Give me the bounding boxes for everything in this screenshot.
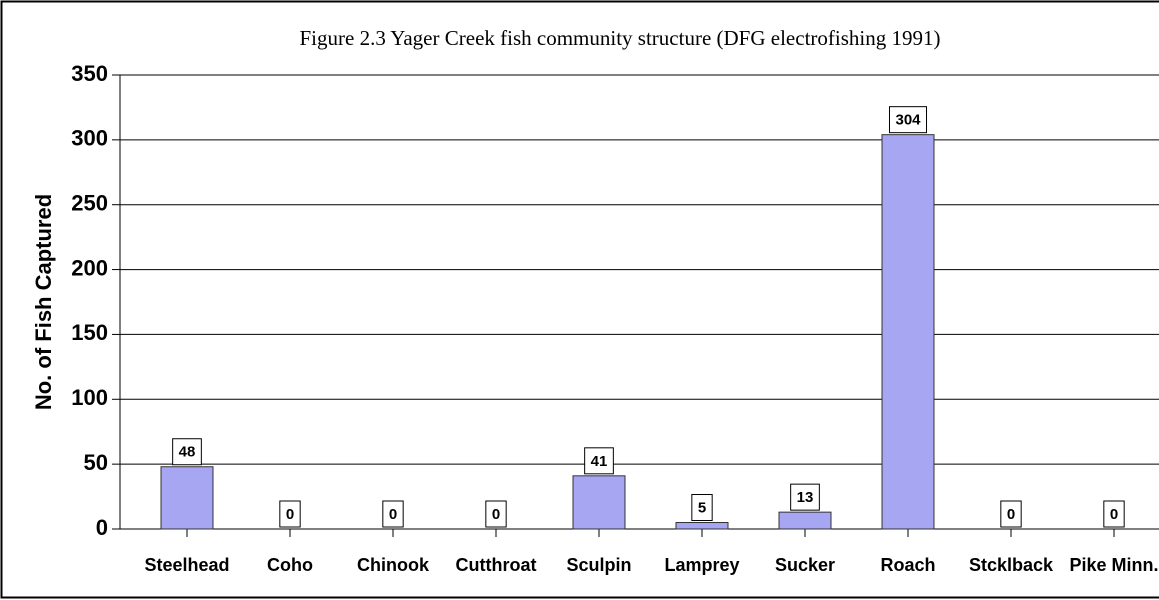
x-tick-label: Pike Minn.	[1069, 555, 1158, 575]
x-tick-label: Roach	[880, 555, 935, 575]
bar	[675, 522, 729, 530]
x-tick-label: Steelhead	[144, 555, 229, 575]
y-tick-label: 0	[96, 515, 108, 540]
x-tick-label: Stcklback	[969, 555, 1054, 575]
value-label-box	[790, 483, 820, 511]
y-tick-label: 250	[71, 191, 108, 216]
y-tick-label: 100	[71, 385, 108, 410]
bar	[778, 511, 832, 530]
value-label-box	[1000, 500, 1022, 528]
y-tick-label: 200	[71, 255, 108, 280]
x-tick-label: Cutthroat	[456, 555, 537, 575]
chart-title: Figure 2.3 Yager Creek fish community st…	[300, 26, 941, 50]
value-label: 13	[797, 489, 814, 506]
x-tick-label: Sculpin	[566, 555, 631, 575]
y-axis-label: No. of Fish Captured	[31, 194, 56, 410]
value-label: 0	[492, 506, 500, 523]
value-label-box	[888, 106, 928, 134]
bar	[572, 475, 626, 530]
value-label-box	[172, 438, 202, 466]
x-tick-label: Chinook	[357, 555, 430, 575]
bar	[881, 134, 935, 530]
bar	[160, 466, 214, 530]
value-label: 0	[1007, 506, 1015, 523]
value-label-box	[382, 500, 404, 528]
value-label-box	[279, 500, 301, 528]
value-label: 5	[698, 499, 706, 516]
value-label-box	[1103, 500, 1125, 528]
value-label: 48	[179, 444, 196, 461]
y-tick-label: 150	[71, 320, 108, 345]
y-tick-label: 50	[84, 450, 108, 475]
x-tick-label: Coho	[267, 555, 313, 575]
y-tick-label: 350	[71, 61, 108, 86]
value-label-box	[584, 447, 614, 475]
value-label-box	[691, 494, 713, 522]
value-label: 0	[389, 506, 397, 523]
value-label-box	[485, 500, 507, 528]
y-tick-label: 300	[71, 126, 108, 151]
value-label: 304	[895, 112, 921, 129]
x-tick-label: Lamprey	[664, 555, 739, 575]
value-label: 0	[1110, 506, 1118, 523]
x-tick-label: Sucker	[775, 555, 835, 575]
value-label: 0	[286, 506, 294, 523]
value-label: 41	[591, 453, 608, 470]
